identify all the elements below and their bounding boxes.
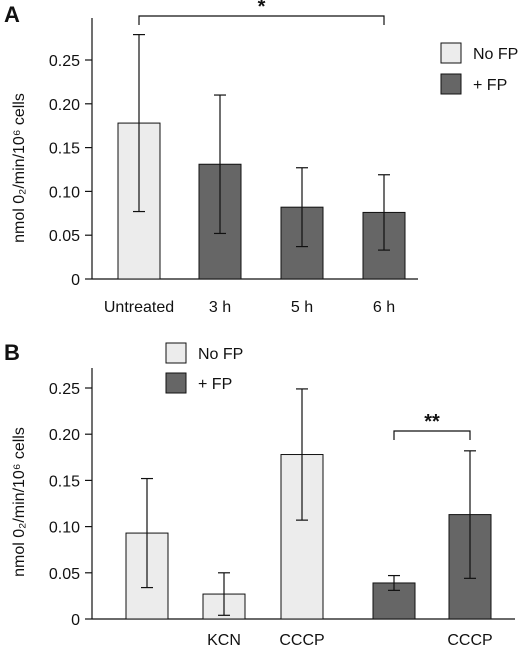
panel-a-y-axis-label: nmol 0₂/min/10⁶ cells	[11, 93, 28, 243]
panel-b-significance-bracket	[393, 430, 471, 440]
panel-b-y-axis-label: nmol 0₂/min/10⁶ cells	[11, 427, 28, 577]
panel-a-legend-swatch-no-fp	[440, 42, 462, 64]
panel-b-legend-fp: + FP	[198, 376, 232, 393]
panel-b-y-tick-label: 0.25	[49, 381, 80, 398]
panel-a-y-tick-label: 0.15	[49, 141, 80, 158]
panel-b-y-tick-label: 0.10	[49, 520, 80, 537]
panel-b-letter: B	[4, 340, 20, 365]
panel-a-legend: No FP + FP	[440, 42, 518, 95]
panel-b-y-tick-label: 0	[71, 612, 80, 629]
panel-a-category-label: 5 h	[291, 299, 313, 316]
panel-b-legend: No FP + FP	[165, 342, 243, 394]
panel-b-legend-no-fp: No FP	[198, 346, 243, 363]
panel-a-legend-fp: + FP	[473, 77, 507, 94]
panel-b-y-tick-label: 0.20	[49, 427, 80, 444]
panel-b-chart: 0 0.05 0.10 0.15 0.20 0.25 KCN CCCP CCCP **	[49, 368, 515, 646]
panel-a-letter: A	[4, 2, 20, 27]
panel-b-legend-swatch-no-fp	[165, 342, 187, 364]
panel-a-y-tick-label: 0.10	[49, 184, 80, 201]
panel-b-significance-marker: **	[424, 411, 440, 433]
panel-b-legend-swatch-fp	[165, 372, 187, 394]
panel-a-category-label: Untreated	[104, 299, 174, 316]
panel-a-y-tick-label: 0.20	[49, 97, 80, 114]
panel-b-category-label: KCN	[207, 632, 241, 646]
panel-b-y-tick-label: 0.05	[49, 566, 80, 583]
panel-a-y-tick-label: 0.05	[49, 228, 80, 245]
panel-a-category-label: 6 h	[373, 299, 395, 316]
panel-a-y-tick-label: 0	[71, 272, 80, 289]
panel-a-significance-bracket	[138, 15, 385, 25]
panel-a-legend-no-fp: No FP	[473, 46, 518, 63]
panel-b-y-tick-label: 0.15	[49, 473, 80, 490]
panel-b-category-label: CCCP	[447, 632, 492, 646]
panel-a-category-label: 3 h	[209, 299, 231, 316]
panel-b-bar	[280, 454, 324, 620]
panel-b-category-label: CCCP	[279, 632, 324, 646]
panel-a-y-tick-label: 0.25	[49, 53, 80, 70]
panel-a-chart: 0 0.05 0.10 0.15 0.20 0.25 Untreated 3 h 5 h 6 h *	[49, 0, 418, 316]
panel-a-significance-marker: *	[258, 0, 266, 18]
panel-a-legend-swatch-fp	[440, 73, 462, 95]
